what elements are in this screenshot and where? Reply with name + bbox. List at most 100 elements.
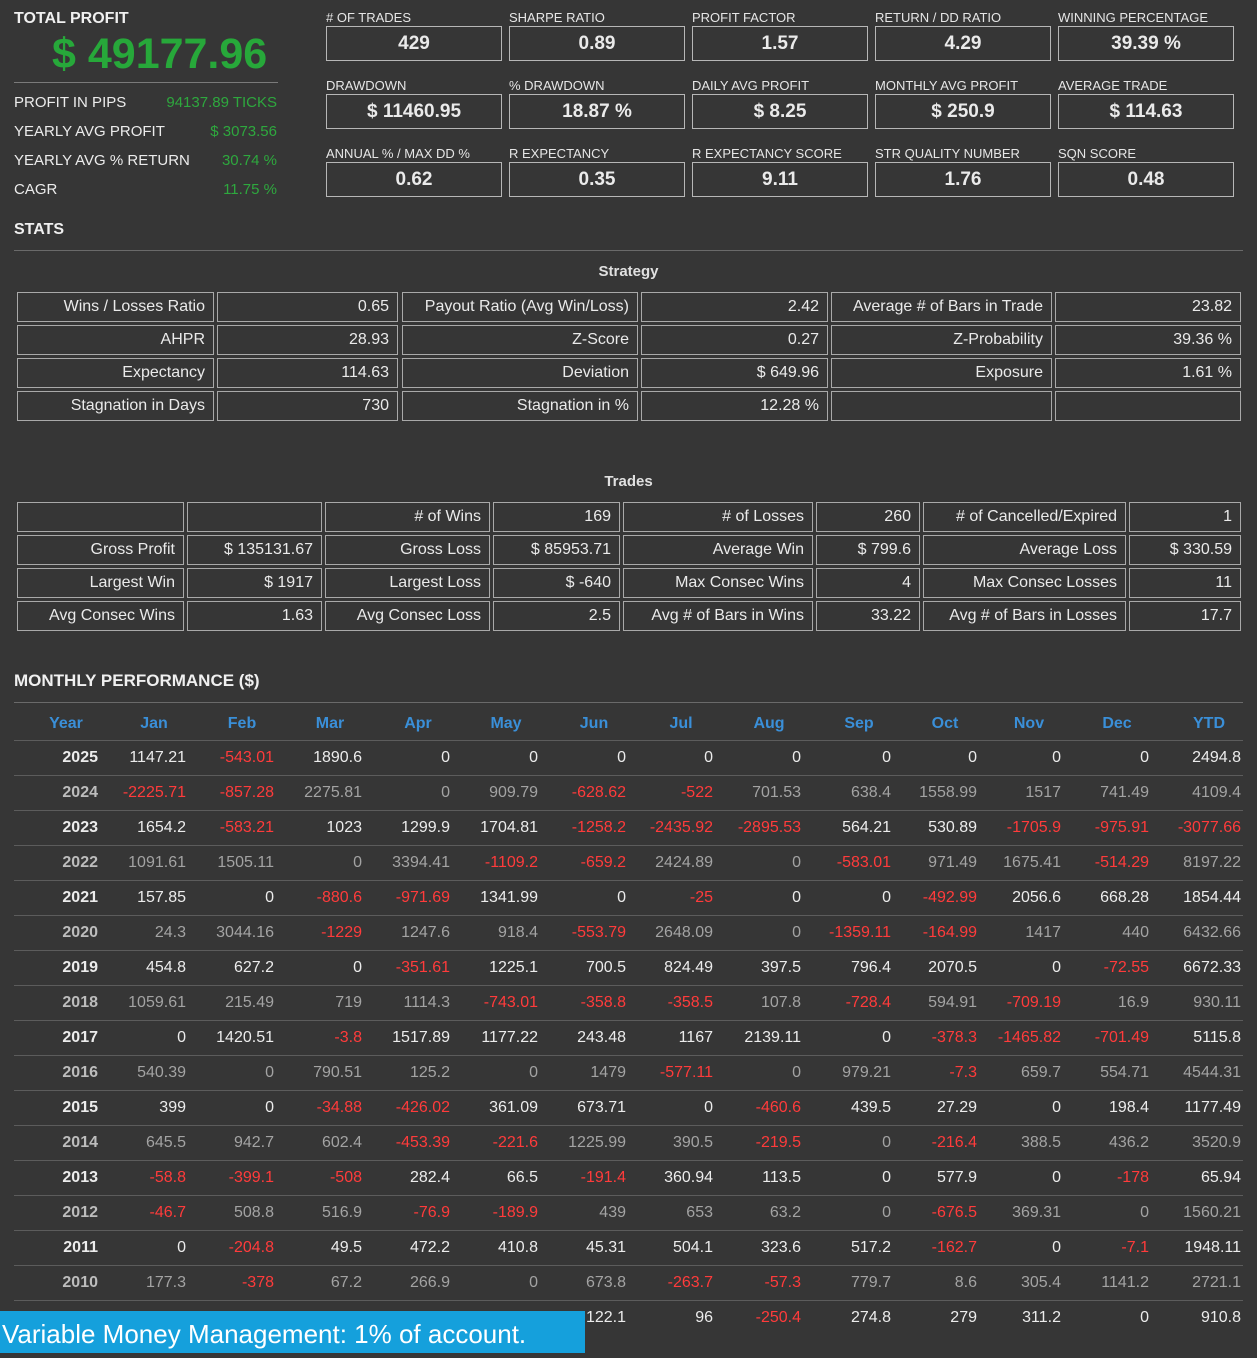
monthly-value: 266.9 (409, 1274, 450, 1291)
metric-card-label: # OF TRADES (326, 10, 412, 25)
stats-cell: Avg # of Bars in Losses (923, 601, 1126, 631)
monthly-value: -709.19 (1006, 994, 1061, 1011)
monthly-row: 2017 0 1420.51 -3.8 1517.89 1177.22 243.48 1167… (14, 1020, 1243, 1055)
monthly-value: 410.8 (497, 1239, 538, 1256)
monthly-value: 1225.1 (489, 959, 538, 976)
monthly-value: -76.9 (413, 1204, 450, 1221)
monthly-value: 0 (529, 1274, 538, 1291)
monthly-value: 311.2 (1022, 1309, 1061, 1326)
stats-cell: # of Losses (623, 502, 813, 532)
monthly-value: 472.2 (409, 1239, 450, 1256)
monthly-value: 0 (882, 1134, 891, 1151)
summary-row-value: 94137.89 TICKS (166, 94, 277, 111)
monthly-row: 2012 -46.7 508.8 516.9 -76.9 -189.9 439 653 63.2… (14, 1195, 1243, 1230)
monthly-value: 369.31 (1012, 1204, 1061, 1221)
monthly-value: -3.8 (334, 1029, 362, 1046)
monthly-year: 2023 (62, 819, 98, 836)
metric-card-label: DAILY AVG PROFIT (692, 78, 810, 93)
monthly-value: 6672.33 (1183, 959, 1241, 976)
stats-cell: Max Consec Losses (923, 568, 1126, 598)
monthly-row: 2021 157.85 0 -880.6 -971.69 1341.99 0 -25 0 0 -49… (14, 880, 1243, 915)
monthly-value: -351.61 (395, 959, 450, 976)
monthly-value: 2139.11 (744, 1029, 801, 1046)
stats-cell: Payout Ratio (Avg Win/Loss) (402, 292, 638, 322)
monthly-value: 0 (1052, 1099, 1061, 1116)
monthly-value: -880.6 (316, 889, 362, 906)
monthly-value: 439 (599, 1204, 626, 1221)
monthly-row: 2024 -2225.71 -857.28 2275.81 0 909.79 -628.62… (14, 775, 1243, 810)
monthly-value: 564.21 (842, 819, 891, 836)
metric-card-label: SHARPE RATIO (509, 10, 605, 25)
monthly-value: 1341.99 (480, 889, 538, 906)
monthly-value: -701.49 (1094, 1029, 1149, 1046)
monthly-value: 215.49 (225, 994, 274, 1011)
monthly-value: 113.5 (762, 1169, 801, 1186)
summary-row-value: $ 3073.56 (210, 123, 277, 140)
monthly-value: 0 (353, 854, 362, 871)
monthly-value: -3077.66 (1177, 819, 1241, 836)
monthly-value: -178 (1116, 1169, 1149, 1186)
monthly-value: -543.01 (219, 749, 274, 766)
monthly-value: 1890.6 (313, 749, 362, 766)
monthly-value: 440 (1122, 924, 1149, 941)
monthly-row: 2011 0 -204.8 49.5 472.2 410.8 45.31 504.1 323.6… (14, 1230, 1243, 1265)
stats-cell: Avg # of Bars in Wins (623, 601, 813, 631)
monthly-year: 2011 (63, 1239, 98, 1256)
monthly-column-header: Jun (579, 715, 609, 732)
monthly-value: 3044.16 (216, 924, 274, 941)
stats-cell: Expectancy (17, 358, 214, 388)
stats-cell: Max Consec Wins (623, 568, 813, 598)
stats-cell: Gross Profit (17, 535, 184, 565)
monthly-value: -378.3 (931, 1029, 977, 1046)
monthly-year: 2014 (62, 1134, 98, 1151)
monthly-year: 2018 (62, 994, 98, 1011)
stats-cell: 39.36 % (1055, 325, 1241, 355)
monthly-column-header: Aug (753, 715, 785, 732)
metric-card-label: % DRAWDOWN (509, 78, 605, 93)
monthly-value: -1229 (321, 924, 362, 941)
monthly-column-header: Sep (844, 715, 874, 732)
monthly-value: 198.4 (1108, 1099, 1149, 1116)
stats-cell: 4 (816, 568, 920, 598)
monthly-value: 397.5 (760, 959, 801, 976)
monthly-value: 6432.66 (1183, 924, 1241, 941)
monthly-row: 2010 177.3 -378 67.2 266.9 0 673.8 -263.7 -57.3 7… (14, 1265, 1243, 1300)
monthly-value: -46.7 (149, 1204, 186, 1221)
metric-card-label: MONTHLY AVG PROFIT (875, 78, 1019, 93)
stats-heading: STATS (14, 221, 65, 238)
monthly-value: -1359.11 (829, 924, 891, 941)
monthly-row: 2018 1059.61 215.49 719 1114.3 -743.01 -358.8 -… (14, 985, 1243, 1020)
monthly-value: 790.51 (313, 1064, 362, 1081)
monthly-value: 1517.89 (392, 1029, 450, 1046)
monthly-value: 1114.3 (403, 994, 450, 1011)
summary-row: CAGR 11.75 % (14, 181, 277, 198)
monthly-row: 122.1 96 -250.4 274.8 279 311.2 0 910.8 (14, 1300, 1243, 1335)
summary-row-value: 30.74 % (221, 152, 277, 169)
monthly-value: 910.8 (1200, 1309, 1241, 1326)
monthly-column-header: Oct (931, 715, 959, 732)
monthly-value: 65.94 (1200, 1169, 1241, 1186)
monthly-value: -399.1 (228, 1169, 274, 1186)
monthly-value: 653 (686, 1204, 713, 1221)
monthly-value: 24.3 (154, 924, 186, 941)
monthly-year: 2013 (62, 1169, 98, 1186)
metric-card-label: RETURN / DD RATIO (875, 10, 1002, 25)
metric-card-value: 429 (326, 26, 502, 61)
metric-card-value: $ 250.9 (875, 94, 1051, 129)
monthly-value: 645.5 (145, 1134, 186, 1151)
monthly-value: 1225.99 (568, 1134, 626, 1151)
metric-card-label: SQN SCORE (1058, 146, 1137, 161)
monthly-value: 1854.44 (1183, 889, 1241, 906)
stats-cell: 11 (1129, 568, 1241, 598)
stats-cell: 260 (816, 502, 920, 532)
monthly-value: 638.4 (850, 784, 891, 801)
monthly-value: 0 (441, 784, 450, 801)
monthly-column-header: Dec (1102, 715, 1132, 732)
monthly-value: -204.8 (228, 1239, 274, 1256)
monthly-value: 1558.99 (919, 784, 977, 801)
stats-cell: 169 (493, 502, 620, 532)
metric-card-label: R EXPECTANCY SCORE (692, 146, 842, 161)
stats-cell: Z-Score (402, 325, 638, 355)
monthly-column-header: Apr (404, 715, 432, 732)
monthly-value: 323.6 (760, 1239, 801, 1256)
